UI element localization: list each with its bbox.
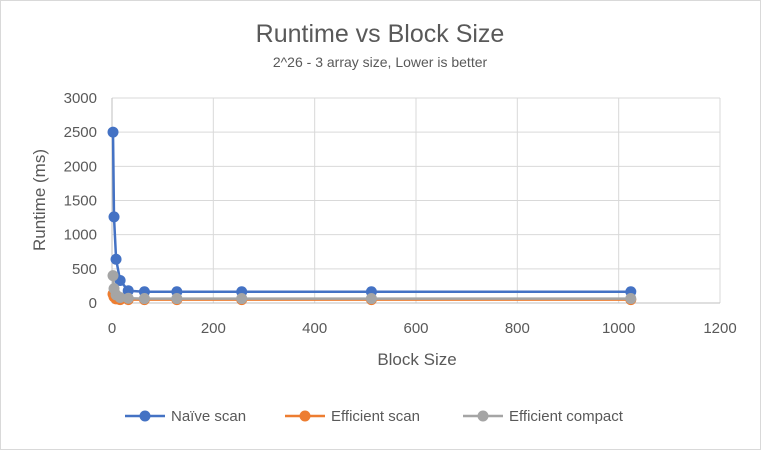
legend-label: Efficient compact (509, 408, 624, 425)
y-tick-label: 1000 (64, 227, 97, 244)
series-line (111, 132, 631, 293)
x-tick-label: 1200 (703, 320, 736, 337)
y-tick-label: 2000 (64, 158, 97, 175)
data-point (107, 270, 119, 282)
legend: Naïve scan Efficient scan Efficient compac… (125, 408, 624, 425)
data-point (114, 292, 126, 304)
series-2 (107, 270, 637, 305)
chart-subtitle: 2^26 - 3 array size, Lower is better (273, 54, 488, 70)
data-point (236, 293, 248, 305)
data-point (122, 292, 134, 304)
y-tick-label: 1500 (64, 193, 97, 210)
legend-label: Naïve scan (171, 408, 246, 425)
x-tick-label: 400 (302, 320, 327, 337)
chart-title: Runtime vs Block Size (256, 20, 505, 48)
data-point (365, 293, 377, 305)
x-tick-label: 1000 (602, 320, 635, 337)
data-point (625, 293, 637, 305)
y-tick-label: 0 (89, 295, 97, 312)
legend-marker (139, 410, 151, 422)
y-tick-label: 3000 (64, 90, 97, 107)
data-point (122, 285, 134, 297)
x-tick-label: 800 (505, 320, 530, 337)
y-tick-labels: 0 500 1000 1500 2000 2500 3000 (64, 90, 97, 312)
legend-marker (299, 410, 311, 422)
plot-series (107, 126, 637, 306)
legend-item-0: Naïve scan (125, 408, 246, 425)
x-axis-title: Block Size (377, 350, 456, 369)
legend-item-1: Efficient scan (285, 408, 420, 425)
x-tick-labels: 0 200 400 600 800 1000 1200 (108, 320, 737, 337)
x-tick-label: 0 (108, 320, 116, 337)
data-point (171, 293, 183, 305)
y-tick-label: 2500 (64, 124, 97, 141)
y-axis-title: Runtime (ms) (30, 149, 49, 251)
data-point (138, 293, 150, 305)
legend-marker (477, 410, 489, 422)
data-point (107, 126, 119, 138)
data-point (110, 253, 122, 265)
series-0 (107, 126, 637, 298)
x-tick-label: 600 (403, 320, 428, 337)
gridlines (112, 97, 721, 303)
legend-item-2: Efficient compact (463, 408, 624, 425)
data-point (108, 211, 120, 223)
x-tick-label: 200 (201, 320, 226, 337)
y-tick-label: 500 (72, 261, 97, 278)
legend-label: Efficient scan (331, 408, 420, 425)
